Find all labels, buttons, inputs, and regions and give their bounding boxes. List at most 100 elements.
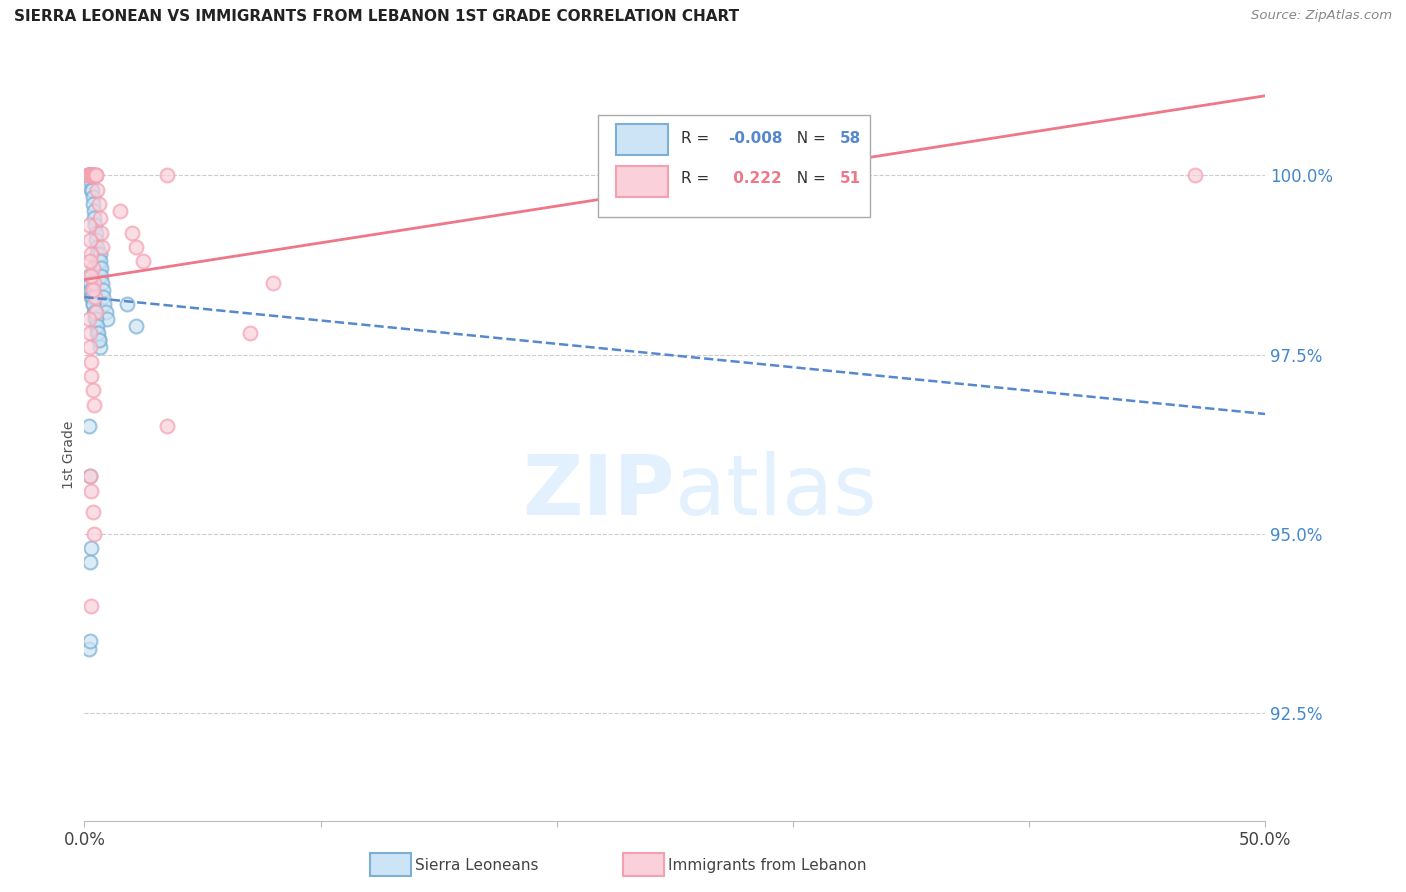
Text: N =: N = xyxy=(787,131,831,146)
Point xyxy=(82,190,104,204)
Point xyxy=(77,311,100,326)
Text: -0.008: -0.008 xyxy=(728,131,783,146)
Point xyxy=(82,505,104,519)
Point xyxy=(86,326,108,340)
Point xyxy=(84,304,107,318)
Point xyxy=(79,168,101,182)
Point xyxy=(84,290,107,304)
Point xyxy=(80,354,103,368)
Text: 0.222: 0.222 xyxy=(728,171,782,186)
Point xyxy=(80,247,103,261)
Point xyxy=(239,326,262,340)
Point xyxy=(82,168,104,182)
Point xyxy=(77,641,100,656)
Point xyxy=(156,419,179,434)
Point xyxy=(96,311,118,326)
Point xyxy=(80,168,103,182)
Point xyxy=(82,168,104,182)
Point xyxy=(125,318,148,333)
Point xyxy=(1184,168,1206,182)
Point xyxy=(108,204,131,219)
FancyBboxPatch shape xyxy=(616,124,668,155)
Point xyxy=(80,176,103,190)
Point xyxy=(83,526,105,541)
Point xyxy=(89,254,111,268)
Point xyxy=(87,326,110,340)
Point xyxy=(84,168,107,182)
Point xyxy=(86,183,108,197)
Point xyxy=(83,276,105,290)
Point xyxy=(84,233,107,247)
Text: atlas: atlas xyxy=(675,451,876,532)
Point xyxy=(77,168,100,182)
Point xyxy=(80,483,103,498)
Point xyxy=(91,290,114,304)
Point xyxy=(77,419,100,434)
Point xyxy=(87,261,110,276)
Point xyxy=(84,318,107,333)
Text: 51: 51 xyxy=(841,171,862,186)
Point xyxy=(83,168,105,182)
Point xyxy=(79,283,101,297)
Point xyxy=(86,247,108,261)
Point xyxy=(77,276,100,290)
Point xyxy=(86,318,108,333)
Point xyxy=(77,168,100,182)
Point xyxy=(94,304,117,318)
Point xyxy=(80,183,103,197)
Point xyxy=(82,384,104,398)
Point xyxy=(84,168,107,182)
Point xyxy=(79,168,101,182)
Point xyxy=(80,290,103,304)
Point xyxy=(77,219,100,233)
Text: 58: 58 xyxy=(841,131,862,146)
Text: SIERRA LEONEAN VS IMMIGRANTS FROM LEBANON 1ST GRADE CORRELATION CHART: SIERRA LEONEAN VS IMMIGRANTS FROM LEBANO… xyxy=(14,9,740,24)
Point xyxy=(115,297,138,311)
Point xyxy=(79,276,101,290)
Text: R =: R = xyxy=(681,131,714,146)
Point xyxy=(83,304,105,318)
Point xyxy=(79,168,101,182)
Point xyxy=(86,240,108,254)
Point xyxy=(80,599,103,613)
FancyBboxPatch shape xyxy=(598,115,870,218)
Point xyxy=(262,276,284,290)
Point xyxy=(77,168,100,182)
Point xyxy=(156,168,179,182)
Text: ZIP: ZIP xyxy=(523,451,675,532)
Point xyxy=(79,254,101,268)
Point xyxy=(80,168,103,182)
Point xyxy=(84,219,107,233)
Point xyxy=(84,168,107,182)
Point xyxy=(79,168,101,182)
Point xyxy=(82,297,104,311)
Text: Immigrants from Lebanon: Immigrants from Lebanon xyxy=(668,858,866,872)
Point xyxy=(89,247,111,261)
Text: N =: N = xyxy=(787,171,831,186)
Point xyxy=(93,297,115,311)
Point xyxy=(80,268,103,283)
Text: Sierra Leoneans: Sierra Leoneans xyxy=(415,858,538,872)
Point xyxy=(80,541,103,556)
Point xyxy=(84,311,107,326)
Point xyxy=(89,211,111,226)
Point xyxy=(79,340,101,354)
Point xyxy=(91,276,114,290)
Point xyxy=(79,233,101,247)
FancyBboxPatch shape xyxy=(616,166,668,197)
Point xyxy=(132,254,155,268)
Point xyxy=(83,168,105,182)
Point xyxy=(87,268,110,283)
Point xyxy=(87,197,110,211)
Point xyxy=(80,283,103,297)
Point xyxy=(90,226,112,240)
Point xyxy=(77,268,100,283)
Point xyxy=(90,261,112,276)
Point xyxy=(82,297,104,311)
Point xyxy=(79,469,101,483)
Point xyxy=(84,226,107,240)
Point xyxy=(80,183,103,197)
Text: Source: ZipAtlas.com: Source: ZipAtlas.com xyxy=(1251,9,1392,22)
Point xyxy=(87,254,110,268)
Point xyxy=(82,290,104,304)
